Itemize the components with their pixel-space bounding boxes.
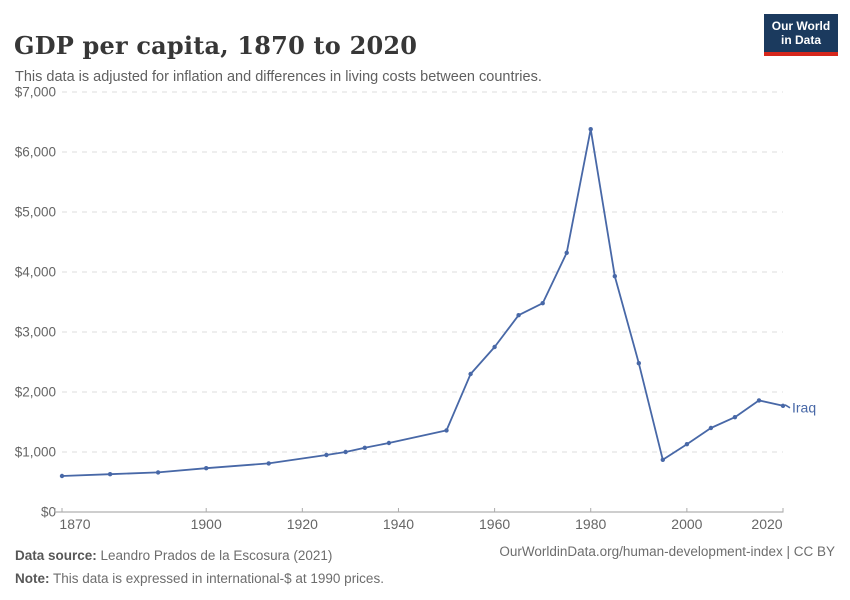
data-point-marker bbox=[204, 466, 209, 471]
x-axis-label: 1870 bbox=[59, 516, 90, 532]
note-text: This data is expressed in international-… bbox=[49, 571, 384, 586]
data-point-marker bbox=[266, 461, 271, 466]
owid-citation-link[interactable]: OurWorldinData.org/human-development-ind… bbox=[499, 544, 835, 559]
y-axis-label: $4,000 bbox=[15, 265, 56, 280]
x-axis-label: 1960 bbox=[479, 516, 510, 532]
note-line: Note: This data is expressed in internat… bbox=[15, 567, 384, 590]
y-axis-label: $5,000 bbox=[15, 205, 56, 220]
data-point-marker bbox=[362, 445, 367, 450]
data-point-marker bbox=[324, 452, 329, 458]
data-point-marker bbox=[386, 440, 392, 446]
data-point-marker bbox=[756, 398, 762, 403]
entity-label-connector bbox=[784, 404, 791, 409]
data-source-line: Data source: Leandro Prados de la Escosu… bbox=[15, 544, 384, 567]
data-point-marker bbox=[732, 415, 738, 420]
y-axis-label: $3,000 bbox=[15, 325, 56, 340]
data-point-marker bbox=[564, 250, 569, 255]
data-point-marker bbox=[780, 403, 786, 408]
data-point-marker bbox=[516, 313, 521, 318]
data-point-marker bbox=[107, 472, 113, 477]
data-point-marker bbox=[444, 428, 449, 433]
data-point-marker bbox=[612, 274, 617, 279]
footer-source-note: Data source: Leandro Prados de la Escosu… bbox=[15, 544, 384, 590]
data-point-marker bbox=[155, 470, 161, 475]
chart-title: GDP per capita, 1870 to 2020 bbox=[14, 31, 418, 61]
x-axis-label: 2000 bbox=[671, 516, 702, 532]
owid-logo[interactable]: Our World in Data bbox=[764, 14, 838, 56]
owid-logo-line2: in Data bbox=[780, 33, 821, 48]
x-axis-label: 1980 bbox=[575, 516, 606, 532]
x-axis bbox=[54, 508, 784, 513]
data-point-marker bbox=[588, 127, 593, 132]
x-axis-label: 2020 bbox=[751, 516, 782, 532]
note-label: Note: bbox=[15, 571, 50, 586]
data-point-marker bbox=[660, 457, 665, 462]
y-axis-label: $7,000 bbox=[15, 85, 56, 100]
data-point-marker bbox=[492, 344, 497, 350]
x-axis-label: 1900 bbox=[191, 516, 222, 532]
y-axis-label: $6,000 bbox=[15, 145, 56, 160]
y-axis-label: $2,000 bbox=[15, 385, 56, 400]
data-source-label: Data source: bbox=[15, 548, 97, 563]
y-axis-label: $0 bbox=[41, 505, 56, 520]
gdp-line-iraq bbox=[61, 128, 784, 477]
data-point-marker bbox=[468, 371, 473, 377]
data-point-marker bbox=[684, 442, 690, 447]
x-axis-label: 1920 bbox=[287, 516, 318, 532]
data-point-marker bbox=[540, 301, 545, 306]
y-axis-label: $1,000 bbox=[15, 445, 56, 460]
data-point-marker bbox=[636, 361, 641, 366]
entity-label-iraq[interactable]: Iraq bbox=[792, 399, 816, 415]
data-point-marker bbox=[343, 449, 348, 455]
data-source-text: Leandro Prados de la Escosura (2021) bbox=[96, 548, 333, 563]
owid-logo-line1: Our World bbox=[771, 19, 831, 33]
x-axis-label: 1940 bbox=[383, 516, 414, 532]
data-point-marker bbox=[59, 473, 65, 479]
data-point-marker bbox=[708, 425, 714, 431]
chart-subtitle: This data is adjusted for inflation and … bbox=[15, 68, 542, 85]
